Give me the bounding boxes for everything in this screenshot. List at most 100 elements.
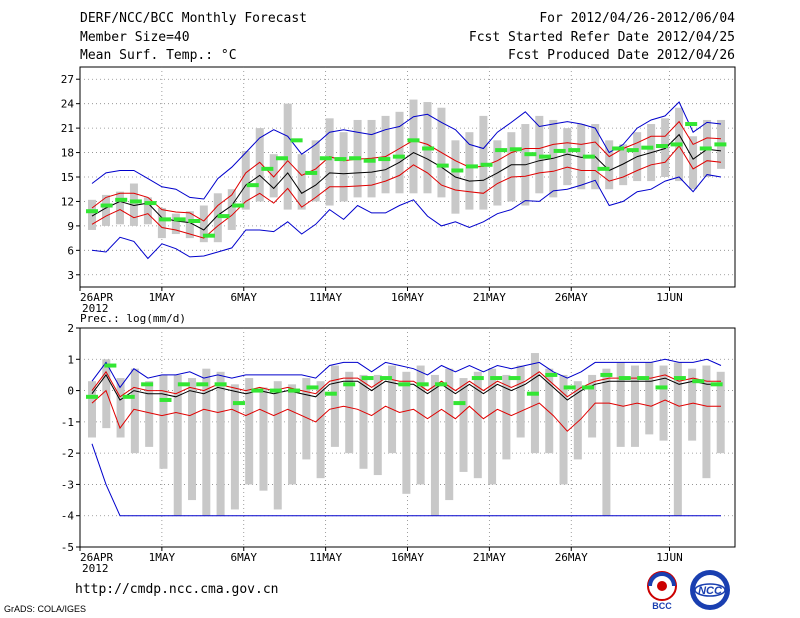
spread-bar	[302, 378, 311, 460]
y-tick-label: -3	[61, 478, 74, 491]
spread-bar	[288, 384, 297, 485]
series-spread-upper	[91, 120, 722, 222]
y-tick-label: 6	[67, 244, 74, 257]
observed-marker	[553, 148, 566, 153]
observed-marker	[232, 401, 245, 406]
observed-marker	[673, 376, 686, 381]
x-tick-label: 1JUN	[656, 551, 683, 564]
observed-marker	[319, 156, 332, 161]
observed-marker	[349, 156, 362, 161]
source-url[interactable]: http://cmdp.ncc.cma.gov.cn	[75, 582, 279, 597]
observed-marker	[508, 376, 521, 381]
y-tick-label: -2	[61, 447, 74, 460]
spread-bar	[202, 368, 211, 516]
observed-marker	[232, 203, 245, 208]
spread-bar	[659, 365, 668, 441]
spread-bar	[459, 378, 468, 472]
observed-marker	[202, 233, 215, 238]
spread-bar	[101, 194, 110, 226]
observed-marker	[685, 122, 698, 127]
spread-bar	[688, 368, 697, 441]
spread-bar	[316, 381, 325, 479]
spread-bar	[88, 199, 96, 230]
panel-temperature: 3 6 9 12 15 18 21 24 27 26APR 1MAY 6MAY 11MAY 16MAY 21…	[61, 66, 736, 315]
spread-bar	[673, 362, 682, 516]
y-tick-label: 27	[61, 73, 74, 86]
observed-marker	[122, 394, 135, 399]
observed-marker	[582, 385, 595, 390]
spread-bar	[115, 191, 124, 225]
observed-marker	[626, 148, 639, 153]
observed-marker	[104, 363, 117, 368]
observed-marker	[305, 170, 318, 175]
observed-marker	[545, 372, 558, 377]
spread-bar	[573, 381, 582, 460]
panel-precipitation: -5 -4 -3 -2 -1 0 1 2 26APR 1MAY 6MAY 11MAY 16MAY 21MA…	[61, 312, 736, 575]
spread-bar	[199, 205, 208, 243]
spread-bar	[159, 374, 168, 469]
observed-marker	[641, 145, 654, 150]
x-tick-label: 16MAY	[391, 291, 424, 304]
spread-bar	[330, 365, 339, 447]
spread-bar	[605, 140, 614, 190]
observed-marker	[422, 146, 435, 151]
y-tick-label: 9	[67, 220, 74, 233]
chart-title: DERF/NCC/BCC Monthly Forecast	[80, 11, 307, 26]
spread-bar	[88, 381, 96, 438]
y-tick-label: 21	[61, 122, 74, 135]
fcst-produced-date: Fcst Produced Date 2012/04/26	[508, 48, 735, 63]
spread-bar	[559, 374, 568, 485]
spread-bar	[488, 368, 497, 485]
observed-marker	[246, 183, 259, 188]
spread-bar	[130, 368, 139, 454]
observed-marker	[159, 397, 172, 402]
observed-marker	[436, 163, 449, 168]
observed-marker	[480, 162, 493, 167]
ncc-logo-text: NCC	[698, 585, 723, 597]
observed-marker	[378, 157, 391, 162]
observed-marker	[306, 385, 319, 390]
spread-bar	[216, 371, 225, 516]
observed-marker	[524, 152, 537, 157]
observed-marker	[188, 219, 201, 223]
observed-marker	[363, 158, 376, 163]
spread-bar	[188, 378, 197, 501]
y-tick-label: 2	[67, 322, 74, 335]
member-size: Member Size=40	[80, 30, 190, 45]
observed-marker	[509, 147, 522, 152]
spread-bar	[185, 211, 194, 239]
observed-marker	[324, 391, 337, 396]
fcst-started-date: Fcst Started Refer Date 2012/04/25	[468, 30, 735, 45]
spread-bar	[325, 118, 334, 206]
spread-bar	[157, 207, 166, 239]
spread-bar	[241, 150, 250, 210]
observed-marker	[490, 376, 503, 381]
y-tick-label: 24	[61, 98, 75, 111]
observed-marker	[710, 382, 723, 387]
spread-bar	[102, 359, 111, 429]
y-tick-label: -5	[61, 541, 74, 554]
spread-bar	[273, 381, 282, 510]
spread-bar	[530, 353, 539, 454]
spread-bar	[473, 371, 482, 479]
x-tick-label: 11MAY	[309, 551, 342, 564]
series-max	[91, 358, 722, 389]
spread-bar	[616, 362, 625, 447]
series-spread-lower	[91, 145, 722, 239]
y-tick-label: 0	[67, 385, 74, 398]
observed-marker	[261, 166, 274, 171]
observed-marker	[618, 376, 631, 381]
x-year-label: 2012	[82, 302, 109, 315]
observed-marker	[86, 394, 98, 399]
bcc-logo: BCC	[647, 571, 677, 611]
observed-marker	[251, 388, 264, 393]
y-tick-label: -1	[61, 416, 74, 429]
spread-bar	[602, 368, 611, 516]
spread-bar	[465, 132, 474, 210]
observed-marker	[173, 217, 186, 222]
observed-marker	[144, 201, 157, 206]
observed-marker	[334, 157, 347, 162]
variable-title-temp: Mean Surf. Temp.: °C	[80, 48, 237, 63]
observed-marker	[655, 385, 668, 390]
